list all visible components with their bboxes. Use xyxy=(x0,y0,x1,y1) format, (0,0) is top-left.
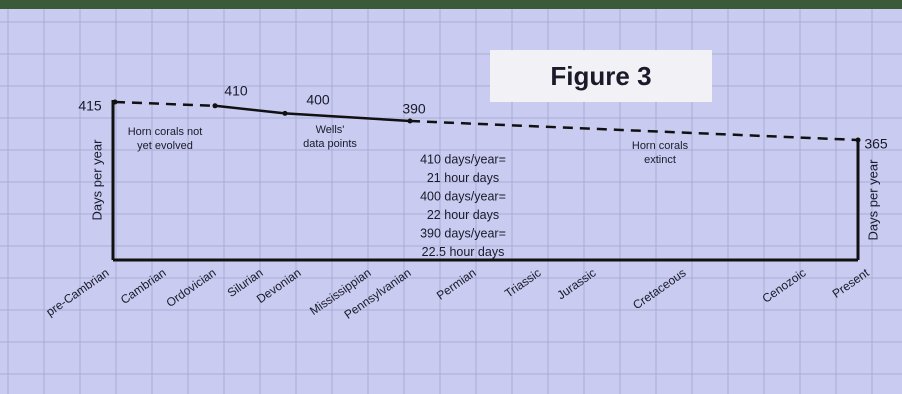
data-point xyxy=(113,100,118,105)
top-bar xyxy=(0,0,902,9)
annotation: yet evolved xyxy=(137,140,193,152)
value-label: 390 xyxy=(402,101,426,117)
annotation: 22.5 hour days xyxy=(422,245,505,259)
annotation: Horn corals xyxy=(632,140,689,152)
data-point xyxy=(283,111,288,116)
annotation: 21 hour days xyxy=(427,171,499,185)
annotation: Horn corals not xyxy=(128,126,203,138)
data-point xyxy=(408,119,413,124)
y2-axis-label: Days per year xyxy=(865,159,880,241)
data-point xyxy=(856,138,861,143)
value-label: 365 xyxy=(864,136,888,152)
chart-title: Figure 3 xyxy=(550,61,651,91)
annotation: 22 hour days xyxy=(427,208,499,222)
value-label: 400 xyxy=(306,92,330,108)
value-label: 415 xyxy=(78,98,102,114)
annotation: 400 days/year= xyxy=(420,189,506,203)
annotation: 390 days/year= xyxy=(420,226,506,240)
annotation: extinct xyxy=(644,154,676,166)
annotation: Wells' xyxy=(316,124,345,136)
value-label: 410 xyxy=(224,83,248,99)
annotation: data points xyxy=(303,138,357,150)
annotation: 410 days/year= xyxy=(420,152,506,166)
y-axis-label: Days per year xyxy=(89,139,104,221)
data-point xyxy=(213,103,218,108)
chart: Figure 3 Days per year Days per year pre… xyxy=(0,0,902,394)
